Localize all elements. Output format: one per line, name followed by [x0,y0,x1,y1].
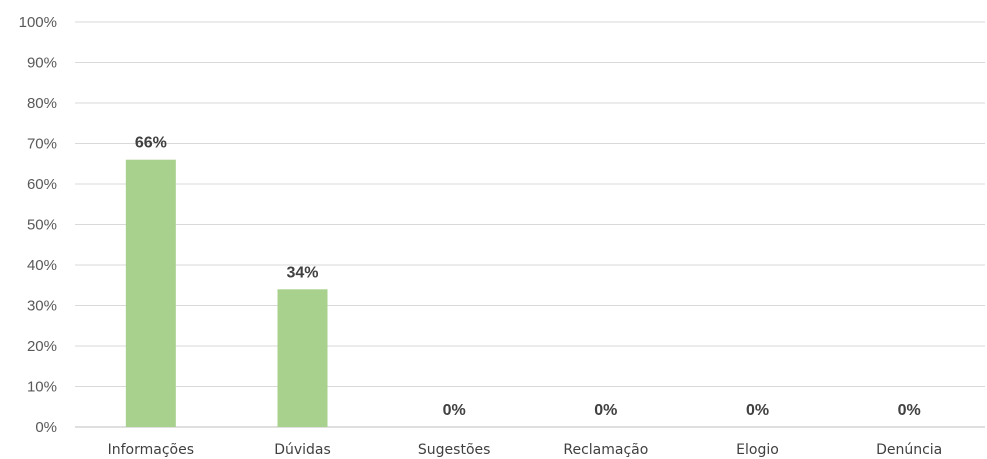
data-label: 0% [594,402,617,419]
y-tick-label: 10% [27,379,57,396]
gridlines [75,21,985,428]
bar [277,289,328,427]
bars [125,159,328,427]
y-tick-label: 100% [19,14,57,31]
y-tick-label: 40% [27,257,57,274]
y-tick-label: 60% [27,176,57,193]
y-tick-label: 20% [27,338,57,355]
x-tick-label: Denúncia [876,442,942,458]
x-tick-label: Elogio [736,442,779,458]
data-label: 0% [746,402,769,419]
y-tick-label: 30% [27,298,57,315]
data-label: 0% [443,402,466,419]
y-axis-tick-labels: 0% 10% 20% 30% 40% 50% 60% 70% 80% 90% 100% [19,14,57,436]
x-tick-label: Sugestões [418,442,491,458]
data-labels: 66% 34% 0% 0% 0% 0% [135,135,921,419]
y-tick-label: 90% [27,55,57,72]
data-label: 34% [286,264,318,281]
x-tick-label: Informações [108,442,194,458]
x-tick-label: Reclamação [563,442,648,458]
y-tick-label: 80% [27,95,57,112]
y-tick-label: 50% [27,217,57,234]
y-tick-label: 0% [35,419,57,436]
data-label: 66% [135,135,167,152]
data-label: 0% [898,402,921,419]
x-axis-category-labels: Informações Dúvidas Sugestões Reclamação Elo… [108,442,943,458]
x-tick-label: Dúvidas [274,442,331,458]
y-tick-label: 70% [27,136,57,153]
bar [125,159,176,427]
